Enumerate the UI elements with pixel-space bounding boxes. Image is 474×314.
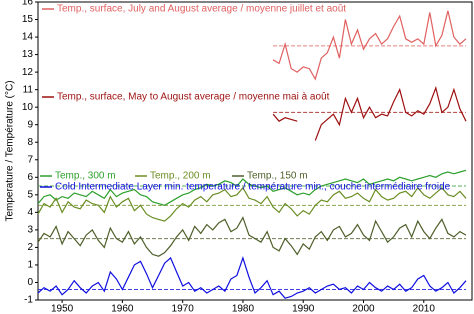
x-tick-label: 1980 [232,304,255,314]
y-tick-label: 9 [27,119,33,130]
y-tick-label: 10 [22,102,34,113]
x-tick-label: 2000 [352,304,375,314]
y-tick-label: 0 [27,277,33,288]
y-tick-label: 15 [22,14,34,25]
series-line [37,216,467,257]
series-line [37,255,467,299]
x-tick-label: 1990 [292,304,315,314]
x-tick-label: 1960 [111,304,134,314]
y-tick-label: 11 [23,84,34,95]
y-tick-label: 6 [27,172,33,183]
legend-label: Temp., surface, May to August average / … [57,92,330,103]
y-tick-label: 16 [22,0,34,8]
y-tick-label: 3 [27,225,33,236]
y-tick-label: -1 [24,295,33,306]
series-line [272,113,298,122]
legend-label: Temp., 300 m [55,171,116,182]
legend-label: Temp., surface, July and August average … [57,4,346,15]
y-tick-label: 14 [22,32,34,43]
y-tick-label: 8 [27,137,33,148]
series-line [272,10,467,81]
y-tick-label: 5 [27,189,33,200]
y-tick-label: 13 [22,49,34,60]
series-line [314,85,467,141]
x-tick-label: 1970 [172,304,195,314]
y-tick-label: 7 [27,154,33,165]
plot-frame [37,1,473,301]
x-tick-label: 2010 [413,304,436,314]
series-line [37,169,467,206]
legend-label: Temp., 200 m [150,171,211,182]
legend-label: Cold Intermediate Layer min. temperature… [55,182,451,193]
x-tick-label: 1950 [51,304,74,314]
y-tick-label: 1 [27,260,33,271]
y-tick-label: 12 [22,67,34,78]
legend-label: Temp., 150 m [247,171,308,182]
series-line [37,186,467,222]
y-tick-label: 2 [27,242,33,253]
y-tick-label: 4 [27,207,33,218]
y-axis-label: Temperature / Température (°C) [5,80,16,221]
